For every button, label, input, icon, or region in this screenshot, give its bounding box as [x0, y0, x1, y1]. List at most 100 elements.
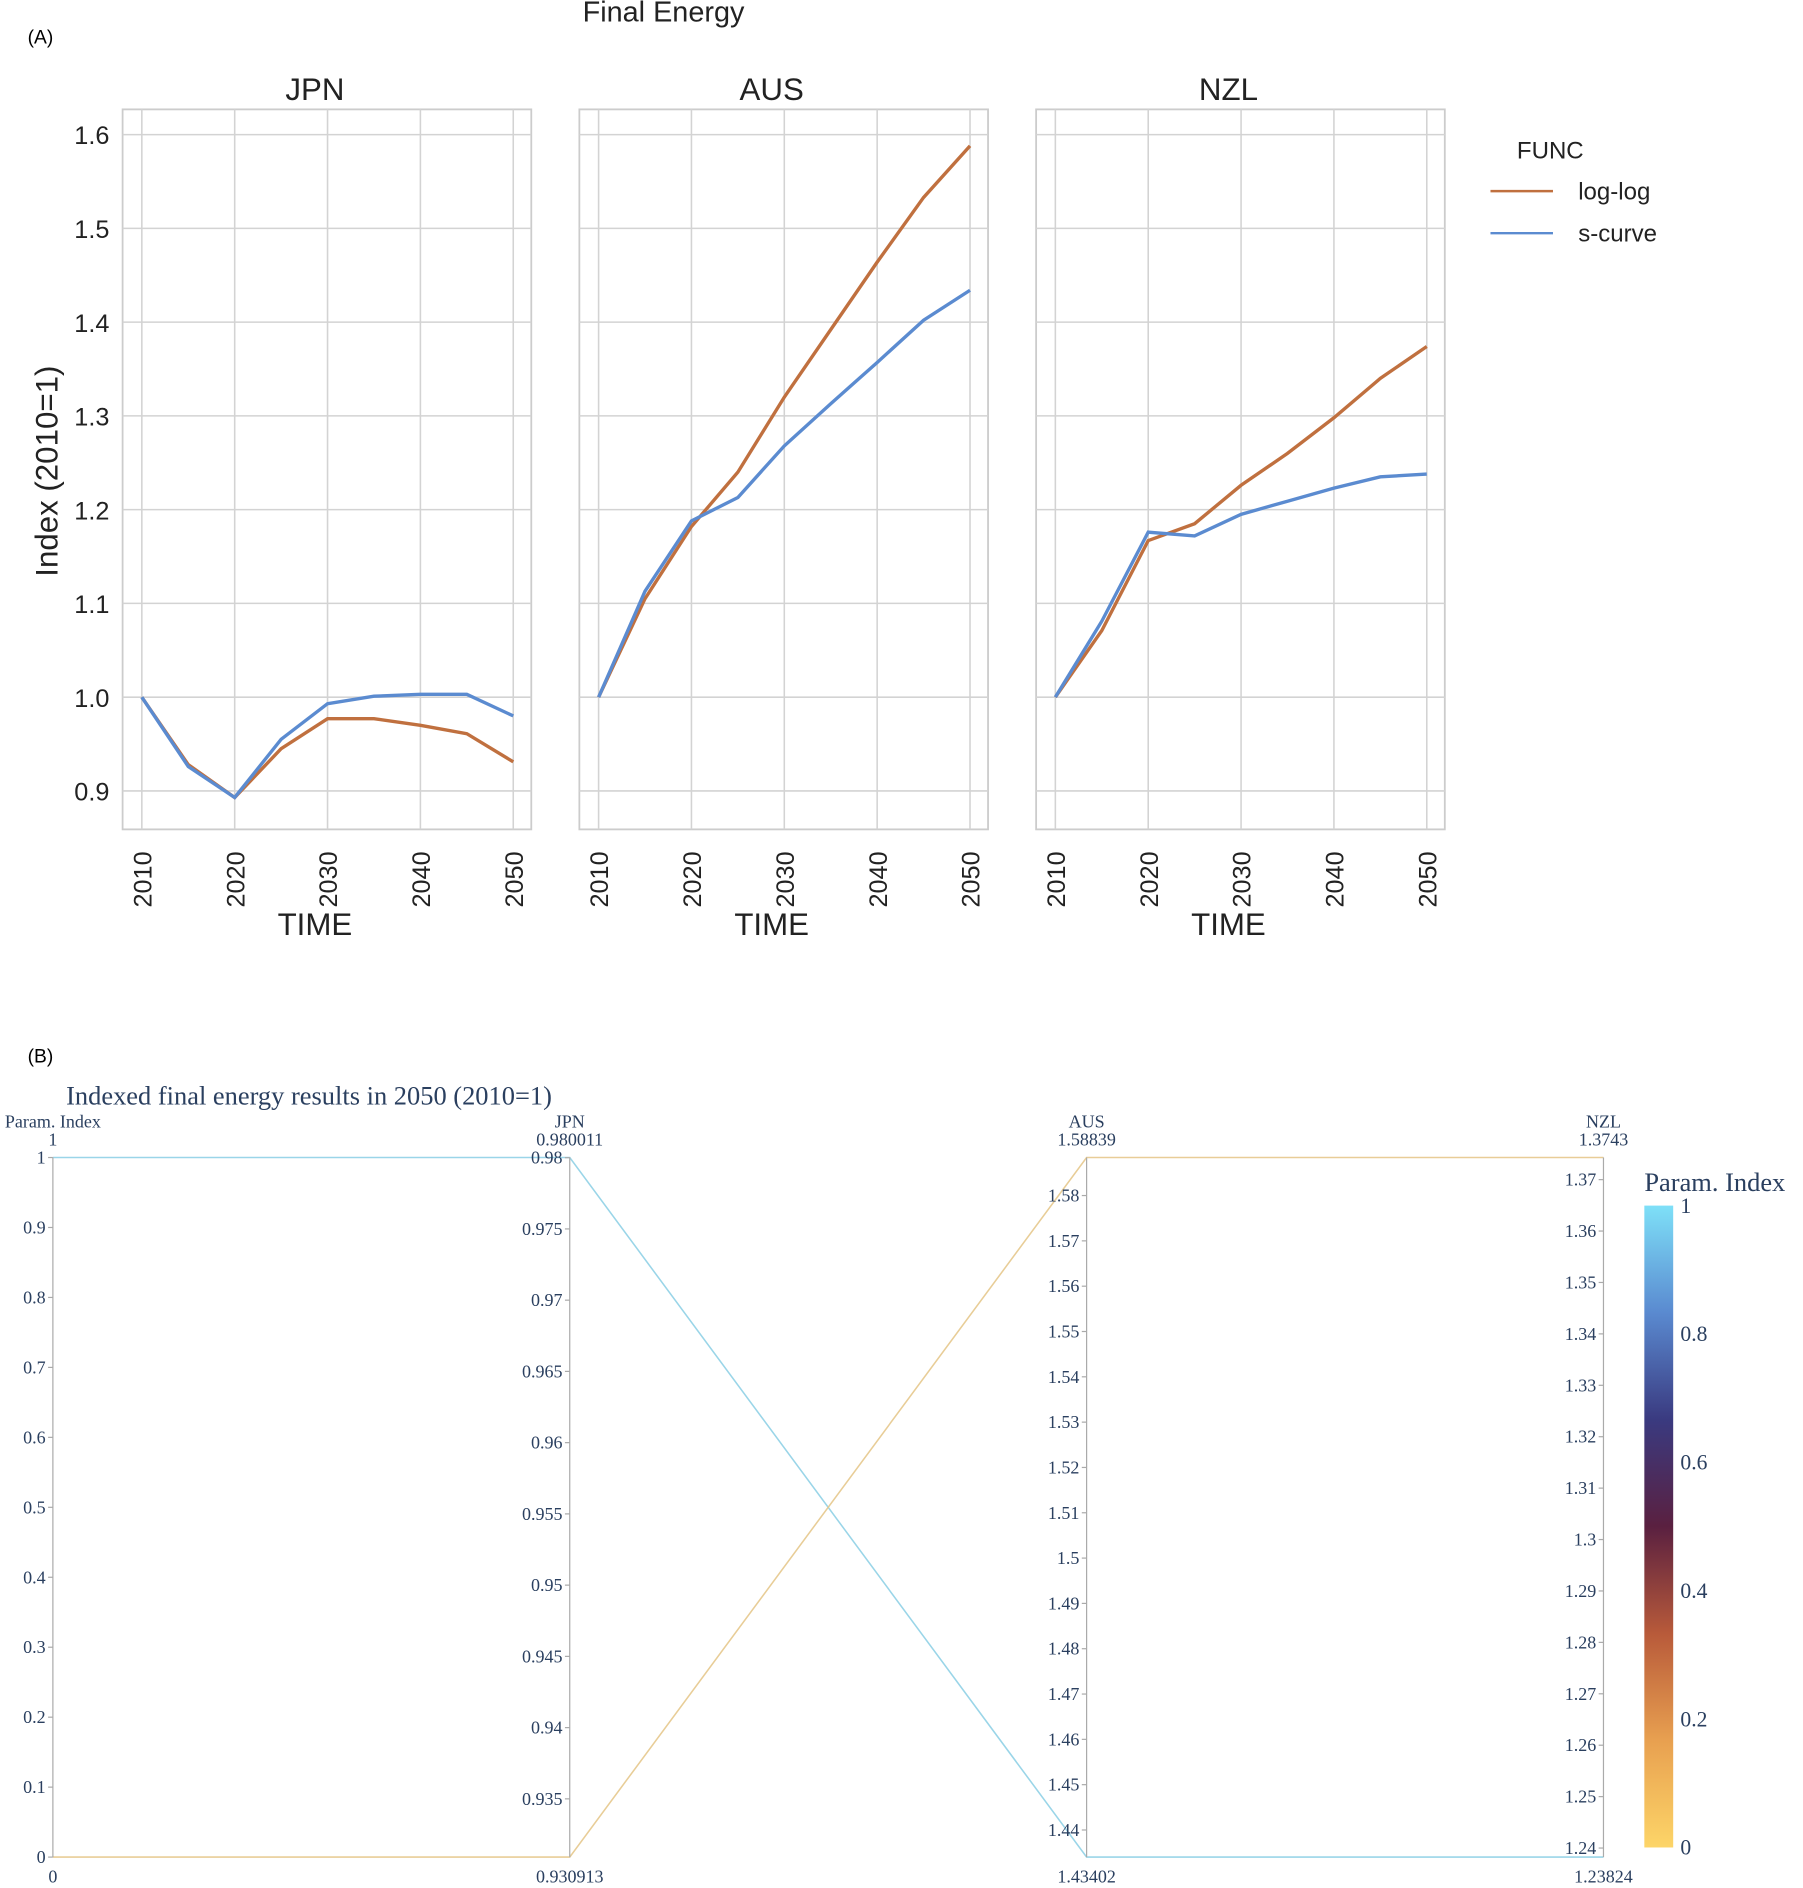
axis-tick-label: 0.94 — [531, 1718, 563, 1738]
legend-title: FUNC — [1517, 138, 1584, 165]
x-tick-label: 2030 — [315, 851, 343, 907]
axis-tick-label: 1.49 — [1048, 1593, 1080, 1613]
axis-tick-label: 1.28 — [1565, 1632, 1597, 1652]
axis-max-label: 0.980011 — [536, 1130, 603, 1150]
legend-label: log-log — [1578, 179, 1650, 206]
axis-tick-label: 0.96 — [531, 1433, 563, 1453]
colorbar-title: Param. Index — [1644, 1167, 1785, 1197]
colorbar — [1644, 1205, 1674, 1848]
panel-a-label: (A) — [28, 27, 54, 48]
axis-tick-label: 1.29 — [1565, 1581, 1597, 1601]
series-line-log-log — [1053, 345, 1428, 699]
x-tick-label: 2040 — [865, 851, 893, 907]
axis-tick-label: 1.56 — [1048, 1276, 1080, 1296]
y-tick-label: 1.0 — [74, 685, 109, 713]
axis-tick-label: 0.5 — [23, 1497, 46, 1517]
axis-tick-label: 0 — [37, 1847, 46, 1867]
y-tick-label: 0.9 — [74, 779, 109, 807]
axis-min-label: 1.43402 — [1057, 1866, 1116, 1886]
x-tick-label: 2020 — [679, 851, 707, 907]
x-tick-label: 2010 — [129, 851, 157, 907]
axis-max-label: 1.58839 — [1057, 1130, 1116, 1150]
axis-tick-label: 0.4 — [23, 1567, 46, 1587]
chart-title: Final Energy — [583, 0, 745, 29]
x-tick-label: 2020 — [1136, 851, 1164, 907]
axis-tick-label: 0.1 — [23, 1777, 46, 1797]
colorbar-tick-label: 1 — [1680, 1194, 1691, 1218]
axis-title: JPN — [555, 1111, 585, 1131]
axis-tick-label: 0.945 — [522, 1646, 563, 1666]
x-tick-label: 2050 — [1414, 851, 1442, 907]
y-tick-label: 1.3 — [74, 404, 109, 432]
x-tick-label: 2020 — [222, 851, 250, 907]
axis-tick-label: 1.55 — [1048, 1322, 1080, 1342]
colorbar-tick-label: 0.6 — [1680, 1451, 1707, 1475]
axis-tick-label: 1.51 — [1048, 1503, 1080, 1523]
axis-min-label: 1.23824 — [1574, 1866, 1633, 1886]
axis-tick-label: 1.57 — [1048, 1231, 1080, 1251]
axis-tick-label: 1.33 — [1565, 1375, 1597, 1395]
colorbar-tick-label: 0.4 — [1680, 1579, 1707, 1603]
panel-b-label: (B) — [28, 1047, 54, 1068]
y-tick-label: 1.6 — [74, 122, 109, 150]
axis-max-label: 1.3743 — [1579, 1130, 1629, 1150]
axis-tick-label: 1.37 — [1565, 1170, 1597, 1190]
axis-tick-label: 0.2 — [23, 1707, 46, 1727]
legend-label: s-curve — [1578, 221, 1657, 248]
axis-tick-label: 1.48 — [1048, 1639, 1080, 1659]
y-axis-label: Index (2010=1) — [30, 366, 65, 577]
colorbar-tick-label: 0.8 — [1680, 1322, 1707, 1346]
series-line-s-curve — [597, 288, 971, 698]
axis-tick-label: 0.6 — [23, 1427, 46, 1447]
axis-min-label: 0 — [48, 1866, 57, 1886]
y-tick-label: 1.5 — [74, 216, 109, 244]
series-line-log-log — [597, 144, 972, 698]
axis-tick-label: 1.54 — [1048, 1367, 1080, 1387]
x-tick-label: 2030 — [1229, 851, 1257, 907]
axis-tick-label: 0.9 — [23, 1217, 46, 1237]
axis-tick-label: 1.24 — [1565, 1838, 1597, 1858]
axis-param-index: Param. Index1000.10.20.30.40.50.60.70.80… — [5, 1111, 101, 1886]
x-tick-label: 2010 — [586, 851, 614, 907]
axis-tick-label: 1.47 — [1048, 1684, 1080, 1704]
axis-tick-label: 1 — [37, 1148, 46, 1168]
axis-tick-label: 0.97 — [531, 1290, 563, 1310]
axis-tick-label: 1.26 — [1565, 1735, 1597, 1755]
axis-tick-label: 1.58 — [1048, 1186, 1080, 1206]
facet-aus: 2010 2020 2030 2040 2050 AUS TIME — [578, 72, 989, 942]
axis-tick-label: 1.46 — [1048, 1729, 1080, 1749]
facet-title: JPN — [285, 72, 344, 107]
axis-tick-label: 0.98 — [531, 1148, 563, 1168]
axis-tick-label: 1.32 — [1565, 1427, 1597, 1447]
axis-tick-label: 1.44 — [1048, 1820, 1080, 1840]
y-tick-label: 1.1 — [74, 591, 109, 619]
axis-tick-label: 1.45 — [1048, 1775, 1080, 1795]
series-line-s-curve — [140, 692, 514, 800]
axis-tick-label: 0.935 — [522, 1789, 563, 1809]
x-axis-label: TIME — [1191, 907, 1266, 942]
x-tick-label: 2050 — [958, 851, 986, 907]
axis-title: Param. Index — [5, 1111, 101, 1131]
parcoords-title: Indexed final energy results in 2050 (20… — [66, 1081, 552, 1111]
x-tick-label: 2050 — [501, 851, 529, 907]
x-tick-label: 2030 — [772, 851, 800, 907]
axis-tick-label: 0.975 — [522, 1219, 563, 1239]
y-tick-label: 1.2 — [74, 497, 109, 525]
axis-title: AUS — [1069, 1111, 1105, 1131]
x-tick-label: 2010 — [1043, 851, 1071, 907]
axis-tick-label: 1.52 — [1048, 1457, 1080, 1477]
x-axis-label: TIME — [278, 907, 353, 942]
axis-tick-label: 1.3 — [1574, 1530, 1597, 1550]
axis-tick-label: 1.5 — [1057, 1548, 1080, 1568]
x-axis-label: TIME — [734, 907, 809, 942]
x-tick-label: 2040 — [408, 851, 436, 907]
axis-tick-label: 1.34 — [1565, 1324, 1597, 1344]
y-tick-label: 1.4 — [74, 310, 109, 338]
facet-jpn: 2010 2020 2030 2040 2050 0.9 1.0 1.1 1.2 1.3 1.4 1.… — [74, 72, 533, 942]
axis-tick-label: 1.36 — [1565, 1221, 1597, 1241]
